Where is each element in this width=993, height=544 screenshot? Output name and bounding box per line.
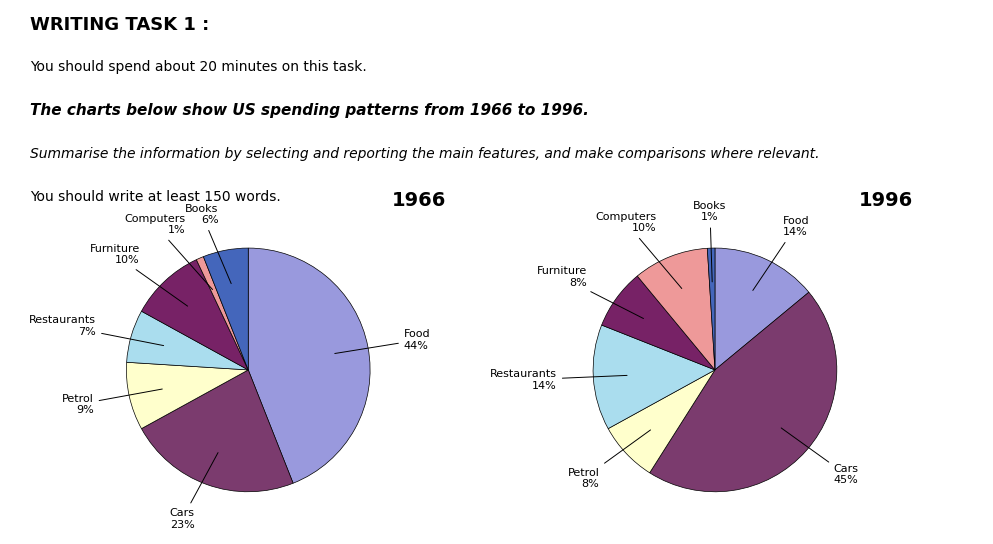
Text: Furniture
8%: Furniture 8% (536, 266, 643, 319)
Wedge shape (649, 292, 837, 492)
Wedge shape (197, 257, 248, 370)
Text: Books
6%: Books 6% (185, 203, 231, 283)
Wedge shape (593, 325, 715, 429)
Text: Cars
23%: Cars 23% (170, 453, 218, 530)
Text: Summarise the information by selecting and reporting the main features, and make: Summarise the information by selecting a… (30, 147, 819, 161)
Text: WRITING TASK 1 :: WRITING TASK 1 : (30, 16, 210, 34)
Wedge shape (127, 311, 248, 370)
Text: Cars
45%: Cars 45% (781, 428, 859, 485)
Text: Furniture
10%: Furniture 10% (89, 244, 188, 306)
Wedge shape (126, 362, 248, 429)
Text: The charts below show US spending patterns from 1966 to 1996.: The charts below show US spending patter… (30, 103, 589, 119)
Wedge shape (248, 248, 370, 483)
Text: Computers
10%: Computers 10% (596, 212, 682, 288)
Text: Petrol
9%: Petrol 9% (62, 389, 162, 415)
Text: 1966: 1966 (392, 191, 446, 211)
Text: Restaurants
7%: Restaurants 7% (29, 315, 164, 345)
Text: Petrol
8%: Petrol 8% (568, 430, 650, 489)
Wedge shape (141, 370, 293, 492)
Text: You should write at least 150 words.: You should write at least 150 words. (30, 190, 281, 205)
Wedge shape (638, 248, 715, 370)
Wedge shape (141, 259, 248, 370)
Text: 1996: 1996 (859, 191, 913, 211)
Wedge shape (602, 276, 715, 370)
Wedge shape (715, 248, 809, 370)
Wedge shape (608, 370, 715, 473)
Wedge shape (204, 248, 248, 370)
Text: Restaurants
14%: Restaurants 14% (490, 369, 627, 391)
Text: Computers
1%: Computers 1% (124, 214, 213, 289)
Text: Books
1%: Books 1% (693, 201, 727, 282)
Text: Food
44%: Food 44% (335, 330, 431, 354)
Text: You should spend about 20 minutes on this task.: You should spend about 20 minutes on thi… (30, 60, 366, 74)
Text: Food
14%: Food 14% (753, 216, 809, 290)
Wedge shape (707, 248, 715, 370)
